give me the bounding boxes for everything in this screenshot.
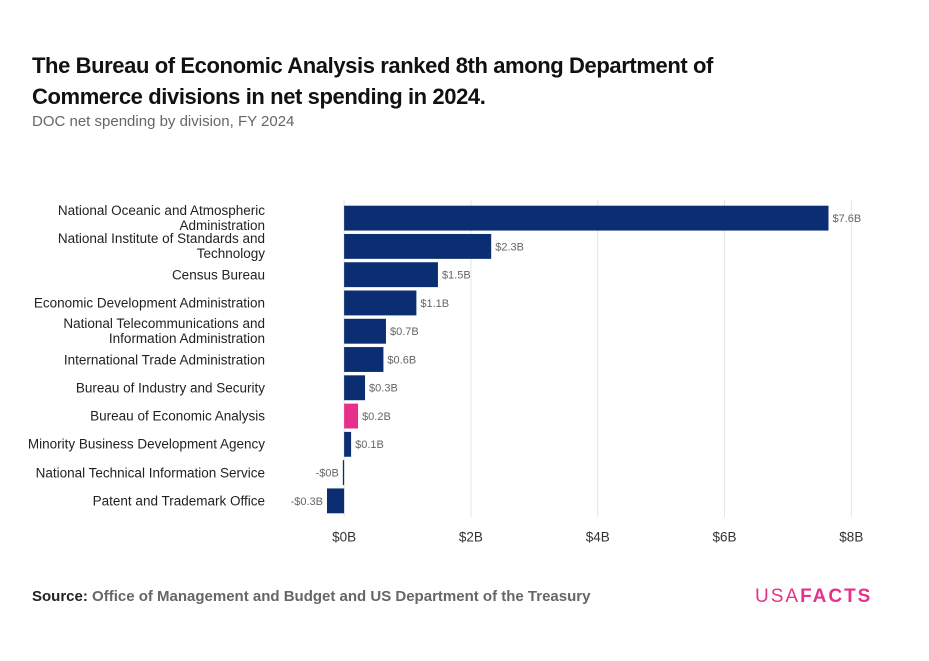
value-label: $2.3B [495,241,524,253]
value-label: $0.3B [369,383,398,395]
logo: USAFACTS [755,586,872,608]
chart-title: The Bureau of Economic Analysis ranked 8… [32,53,713,109]
bar [327,488,345,514]
value-label: -$0.3B [291,496,323,508]
value-label: $0.6B [387,354,416,366]
y-tick-label: National Institute of Standards and Tech… [57,231,265,262]
y-tick-label: Bureau of Economic Analysis [90,408,265,424]
value-label: $1.5B [442,270,471,282]
bar [344,233,492,259]
y-tick-label: Patent and Trademark Office [92,493,265,509]
value-label: $7.6B [832,213,861,225]
x-tick-label: $0B [332,530,356,545]
bar [344,431,352,457]
x-tick-label: $8B [839,530,863,545]
source-label: Source: [32,588,88,605]
x-tick-label: $4B [586,530,610,545]
value-label: $1.1B [420,298,449,310]
bar [342,460,345,486]
y-tick-label: Bureau of Industry and Security [75,380,265,396]
y-tick-label: Minority Business Development Agency [27,436,265,452]
bar [344,375,366,401]
x-tick-label: $2B [459,530,483,545]
bar [344,403,359,429]
y-tick-label: Census Bureau [171,267,265,283]
bar [344,347,384,372]
value-label: -$0B [316,467,339,479]
y-tick-label: National Technical Information Service [35,465,265,481]
x-tick-label: $6B [713,530,737,545]
y-tick-label: National Telecommunications and Informat… [63,316,265,347]
value-label: $0.7B [390,326,419,338]
chart-subtitle: DOC net spending by division, FY 2024 [32,113,295,130]
y-tick-label: Economic Development Administration [33,295,265,311]
y-tick-label: International Trade Administration [63,352,265,367]
bar [344,262,438,288]
bar [344,290,417,316]
value-label: $0.2B [362,411,391,423]
logo-bold: FACTS [800,586,873,607]
value-label: $0.1B [355,439,384,451]
bar [344,318,386,344]
y-tick-label: National Oceanic and Atmospheric Adminis… [57,203,265,234]
source: Source: Office of Management and Budget … [32,588,590,605]
bar [344,205,829,231]
source-text: Office of Management and Budget and US D… [92,588,591,605]
logo-light: USA [755,586,801,607]
